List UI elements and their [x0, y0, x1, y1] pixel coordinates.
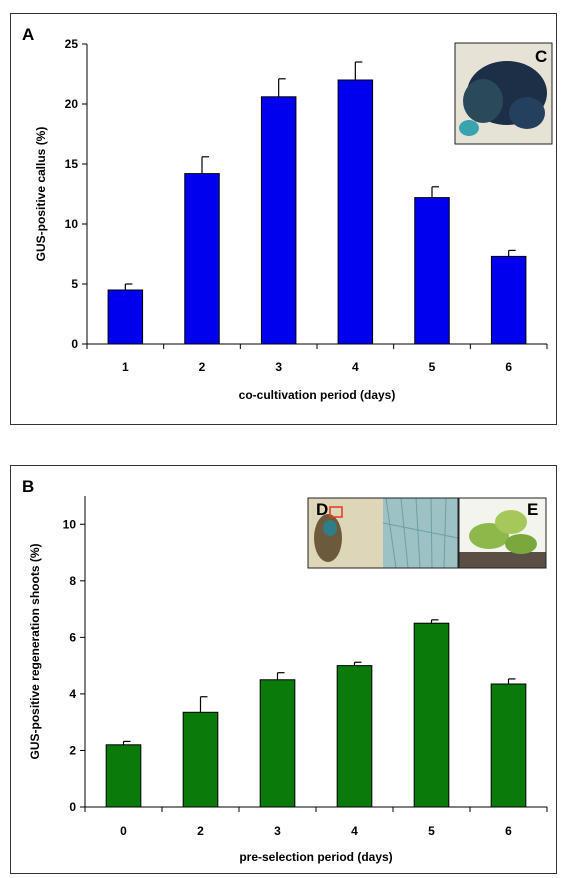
x-tick-label: 3 [275, 360, 282, 374]
y-tick-label: 15 [65, 157, 79, 171]
bar [337, 79, 374, 345]
zoom-box [329, 506, 343, 518]
shoot-leaf [505, 534, 537, 554]
bar [259, 679, 296, 808]
y-tick-label: 10 [63, 517, 77, 531]
inset-content [455, 43, 552, 144]
inset-photo-d: D [307, 497, 459, 569]
bar [260, 96, 297, 345]
cell-wall [385, 498, 397, 568]
inset-content [308, 498, 458, 568]
y-tick-label: 10 [65, 217, 79, 231]
y-tick-label: 5 [71, 277, 78, 291]
inset-photo-c: C [454, 42, 553, 145]
x-tick-label: 4 [352, 360, 359, 374]
soil [459, 552, 546, 568]
bar [105, 744, 142, 808]
y-tick-label: 25 [65, 37, 79, 51]
shoot-leaf [495, 510, 527, 534]
x-tick-label: 2 [199, 360, 206, 374]
inset-photo-e: E [458, 497, 547, 569]
cell-wall [443, 498, 447, 568]
y-tick-label: 20 [65, 97, 79, 111]
y-axis-title: GUS-positive regeneration shoots (%) [28, 543, 42, 759]
bar [336, 665, 373, 808]
y-axis-title: GUS-positive callus (%) [34, 127, 48, 262]
y-tick-label: 4 [69, 687, 76, 701]
bar [107, 289, 144, 345]
panel-label: A [22, 25, 34, 44]
inset-label-e: E [527, 500, 538, 519]
inset-label-c: C [535, 47, 547, 66]
panel-label: B [22, 477, 34, 496]
chart-b-svg: B 0 2 4 6 8 10 0 2 3 4 5 6 pre-selection period (days… [22, 477, 548, 864]
y-tick-label: 8 [69, 574, 76, 588]
cell-wall [415, 498, 421, 568]
chart-a-svg: A 0 5 10 15 20 25 1 2 3 4 5 6 co-cultivation period (… [22, 25, 553, 402]
bar [490, 255, 527, 345]
x-axis-title: pre-selection period (days) [239, 850, 392, 864]
x-axis-title: co-cultivation period (days) [239, 388, 396, 402]
x-tick-label: 6 [505, 360, 512, 374]
bar [182, 711, 219, 808]
callus-blob [459, 120, 479, 136]
x-tick-label: 4 [351, 824, 358, 838]
cell-wall [400, 498, 409, 568]
x-tick-label: 0 [120, 824, 127, 838]
y-tick-label: 0 [69, 800, 76, 814]
bar [413, 622, 450, 808]
inset-border [307, 497, 459, 569]
chart-panel-b: B 0 2 4 6 8 10 0 2 3 4 5 6 pre-selection period (days… [10, 465, 557, 874]
x-tick-label: 5 [428, 824, 435, 838]
x-tick-label: 5 [429, 360, 436, 374]
y-tick-label: 2 [69, 743, 76, 757]
callus-blob [509, 97, 545, 129]
bar [414, 197, 450, 345]
inset-border [458, 497, 547, 569]
inset-content [459, 498, 546, 568]
chart-panel-a: A 0 5 10 15 20 25 1 2 3 4 5 6 co-cultivation period (… [10, 13, 557, 425]
callus-blob [463, 79, 503, 123]
gus-stain [323, 520, 337, 536]
bar [490, 683, 527, 808]
x-tick-label: 3 [274, 824, 281, 838]
bar [184, 173, 220, 345]
y-tick-label: 6 [69, 630, 76, 644]
x-tick-label: 2 [197, 824, 204, 838]
y-tick-label: 0 [71, 337, 78, 351]
x-tick-label: 6 [505, 824, 512, 838]
inset-border [454, 42, 553, 145]
x-tick-label: 1 [122, 360, 129, 374]
inset-label-d: D [316, 500, 328, 519]
cell-wall [382, 522, 458, 539]
